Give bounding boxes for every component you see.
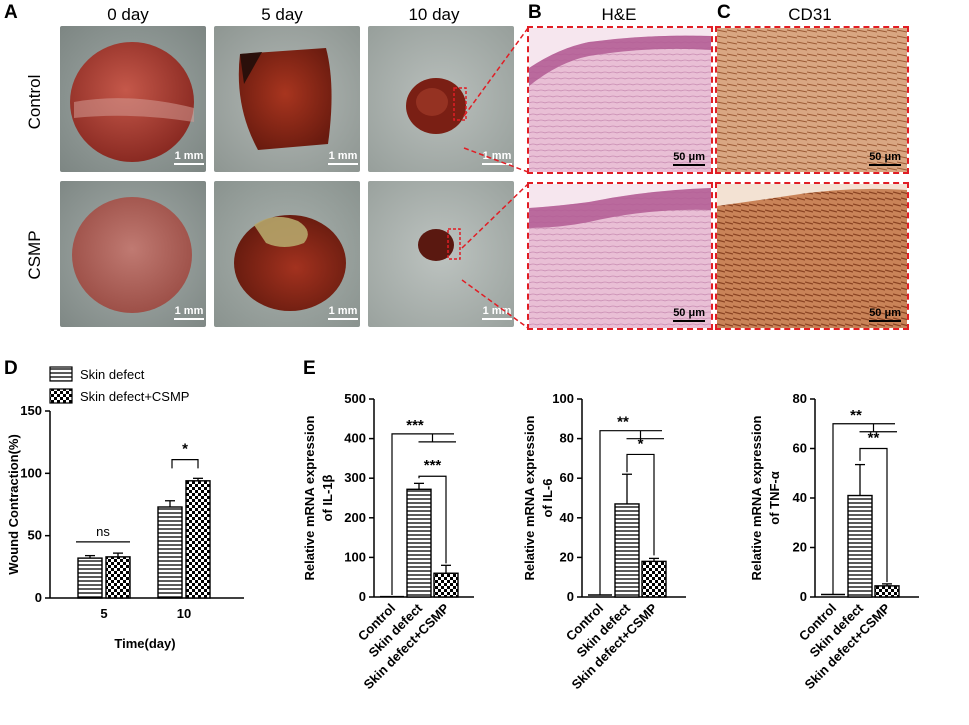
- y-axis-label: Wound Contraction(%): [6, 434, 21, 575]
- row-title-control: Control: [25, 74, 44, 130]
- chart-wound-contraction: 0 50 100 150 Wound Contraction(%) Time(day) Sk…: [6, 366, 244, 651]
- y-tick-label: 0: [359, 589, 366, 604]
- column-title-day10: 10 day: [408, 5, 460, 24]
- chart-tnfa: 0 20 40 60 80 Relative mRNA expression of TNF-…: [749, 391, 919, 692]
- sig-bracket: [832, 423, 895, 595]
- bar: [641, 560, 667, 598]
- column-title-he: H&E: [601, 5, 637, 24]
- wound-photo-control-day0: [60, 26, 206, 172]
- he-image-csmp: 50 μm: [527, 182, 713, 330]
- sig-label: ***: [424, 457, 442, 474]
- bar: [847, 494, 873, 598]
- y-tick-label: 80: [793, 391, 807, 406]
- y-tick-label: 50: [28, 528, 42, 543]
- panel-label-b: B: [528, 2, 542, 23]
- sig-label: **: [617, 414, 629, 431]
- x-axis-label: Time(day): [114, 636, 175, 651]
- legend-label: Skin defect+CSMP: [80, 389, 189, 404]
- he-image-control: 50 μm: [527, 26, 713, 174]
- scalebar-photo: 1 mm: [482, 305, 512, 320]
- row-title-csmp: CSMP: [25, 230, 44, 280]
- scalebar-micro: 50 μm: [673, 307, 705, 322]
- y-axis-label: of IL-6: [540, 479, 555, 518]
- legend-swatch: [49, 366, 73, 382]
- scalebar-photo: 1 mm: [174, 305, 204, 320]
- y-tick-label: 100: [20, 465, 42, 480]
- wound-photo-csmp-day10: [368, 181, 514, 327]
- wound-photo-csmp-day5: [214, 181, 360, 327]
- y-tick-label: 200: [344, 510, 366, 525]
- panel-label-c: C: [717, 2, 731, 23]
- y-tick-label: 80: [560, 431, 574, 446]
- sig-label: **: [868, 430, 880, 447]
- chart-il1b: 0 100 200 300 400 500 Relative mRNA expression…: [302, 391, 474, 692]
- chart-il6: 0 20 40 60 80 100 Relative mRNA expression of I…: [522, 391, 686, 692]
- y-tick-label: 60: [560, 470, 574, 485]
- legend-swatch: [49, 388, 73, 404]
- sig-label: ns: [96, 524, 110, 539]
- y-tick-label: 60: [793, 441, 807, 456]
- y-axis-label: Relative mRNA expression: [749, 415, 764, 580]
- y-axis-label: of IL-1β: [320, 474, 335, 521]
- wound-photo-csmp-day0: [60, 181, 206, 327]
- sig-label: ***: [406, 417, 424, 434]
- scalebar-photo: 1 mm: [174, 150, 204, 165]
- y-axis-label: Relative mRNA expression: [302, 415, 317, 580]
- scalebar-micro: 50 μm: [673, 151, 705, 166]
- y-tick-label: 0: [800, 589, 807, 604]
- bar: [105, 556, 131, 599]
- y-tick-label: 150: [20, 403, 42, 418]
- sig-bracket: [859, 447, 888, 583]
- cd31-image-control: 50 μm: [715, 26, 909, 174]
- y-tick-label: 0: [35, 590, 42, 605]
- x-tick-label: 5: [100, 606, 107, 621]
- wound-photo-control-day5: [214, 26, 360, 172]
- y-tick-label: 100: [344, 549, 366, 564]
- panel-label-a: A: [4, 2, 18, 23]
- cd31-image-csmp: 50 μm: [715, 182, 909, 330]
- sig-bracket: [418, 475, 447, 564]
- scalebar-micro: 50 μm: [869, 151, 901, 166]
- zoom-connector-lines: [461, 27, 529, 329]
- legend-label: Skin defect: [80, 367, 145, 382]
- scalebar-photo: 1 mm: [328, 305, 358, 320]
- scalebar-micro: 50 μm: [869, 307, 901, 322]
- y-tick-label: 500: [344, 391, 366, 406]
- column-title-day5: 5 day: [261, 5, 303, 24]
- panel-label-e: E: [303, 358, 316, 379]
- bar: [77, 557, 103, 599]
- column-title-cd31: CD31: [788, 5, 832, 24]
- x-tick-label: 10: [177, 606, 191, 621]
- bar: [614, 503, 640, 598]
- y-tick-label: 300: [344, 470, 366, 485]
- sig-bracket: [171, 459, 199, 469]
- sig-bracket: [626, 453, 655, 556]
- sig-label: *: [638, 435, 644, 452]
- y-axis-label: of TNF-α: [767, 471, 782, 524]
- y-tick-label: 40: [560, 510, 574, 525]
- bar: [406, 488, 432, 598]
- y-axis-label: Relative mRNA expression: [522, 415, 537, 580]
- y-tick-label: 40: [793, 490, 807, 505]
- wound-photo-control-day10: [368, 26, 514, 172]
- bar: [874, 585, 900, 598]
- y-tick-label: 400: [344, 431, 366, 446]
- panel-label-d: D: [4, 358, 18, 379]
- bar: [433, 572, 459, 598]
- sig-label: *: [182, 441, 188, 458]
- bar: [185, 480, 211, 599]
- scalebar-photo: 1 mm: [328, 150, 358, 165]
- y-tick-label: 100: [552, 391, 574, 406]
- sig-label: **: [850, 407, 862, 424]
- sig-bracket: [391, 433, 454, 595]
- bar: [157, 506, 183, 599]
- sig-bracket: [599, 430, 662, 595]
- y-tick-label: 20: [560, 549, 574, 564]
- y-tick-label: 20: [793, 540, 807, 555]
- scalebar-photo: 1 mm: [482, 150, 512, 165]
- y-tick-label: 0: [567, 589, 574, 604]
- column-title-day0: 0 day: [107, 5, 149, 24]
